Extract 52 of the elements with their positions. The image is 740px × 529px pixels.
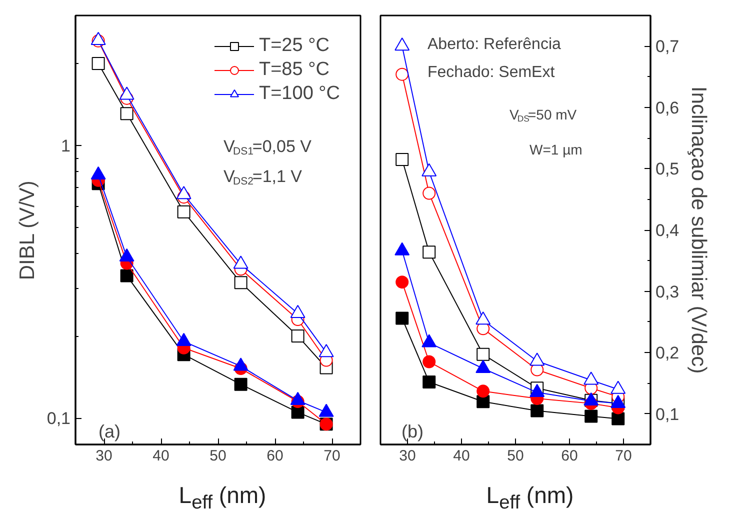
legend-label: T=25 °C <box>258 35 330 57</box>
y-axis-title: Inclinaçao de sublimiar (V/dec) <box>687 86 710 374</box>
point <box>422 375 436 388</box>
x-tick-label: 40 <box>453 448 470 464</box>
point <box>120 107 134 120</box>
x-tick-label: 30 <box>96 448 112 464</box>
annotation: Fechado: SemExt <box>428 64 556 81</box>
y-tick-label: 0,1 <box>656 404 680 424</box>
point <box>396 153 409 166</box>
y-tick-label: 0,7 <box>656 37 680 56</box>
y-tick-label: 0,3 <box>656 282 680 302</box>
point <box>177 205 190 218</box>
point <box>476 384 490 398</box>
x-tick-label: 40 <box>152 448 170 464</box>
point <box>612 412 625 426</box>
point <box>422 355 436 368</box>
x-tick-label: 60 <box>561 448 578 464</box>
y-axis-title: DIBL (V/V) <box>16 180 39 280</box>
point <box>396 312 409 325</box>
point <box>476 348 490 361</box>
y-tick-label: 0,6 <box>656 98 680 118</box>
y-tick-label: 0,5 <box>656 160 680 179</box>
x-axis-title: L$_{eff}$ (nm) <box>178 481 266 516</box>
point <box>530 404 544 418</box>
point <box>120 269 134 282</box>
point <box>584 410 598 423</box>
annotation: Aberto: Referência <box>428 36 562 53</box>
x-tick-label: 50 <box>210 448 226 464</box>
point <box>234 276 248 290</box>
point <box>291 406 304 419</box>
point <box>92 56 105 70</box>
annotation: (b) <box>402 422 424 442</box>
point <box>422 246 436 259</box>
x-tick-label: 60 <box>266 448 284 464</box>
point <box>396 68 409 81</box>
legend-label: T=100 °C <box>258 83 340 105</box>
x-axis-title: L$_{eff}$ (nm) <box>486 481 574 516</box>
point <box>234 378 248 391</box>
point <box>291 330 304 343</box>
y-tick-label: 0,4 <box>656 221 680 240</box>
annotation: (a) <box>98 422 120 442</box>
x-tick-label: 70 <box>615 448 632 464</box>
y-tick-label: 0,2 <box>656 344 680 363</box>
point <box>422 186 436 200</box>
x-tick-label: 50 <box>507 448 524 464</box>
y-tick-label: 1 <box>61 136 71 156</box>
y-tick-label: 0,1 <box>46 409 71 428</box>
annotation: W=1 µm <box>530 142 582 158</box>
x-tick-label: 30 <box>399 448 416 464</box>
x-tick-label: 70 <box>324 448 340 464</box>
legend-label: T=85 °C <box>258 59 330 81</box>
point <box>396 276 409 289</box>
